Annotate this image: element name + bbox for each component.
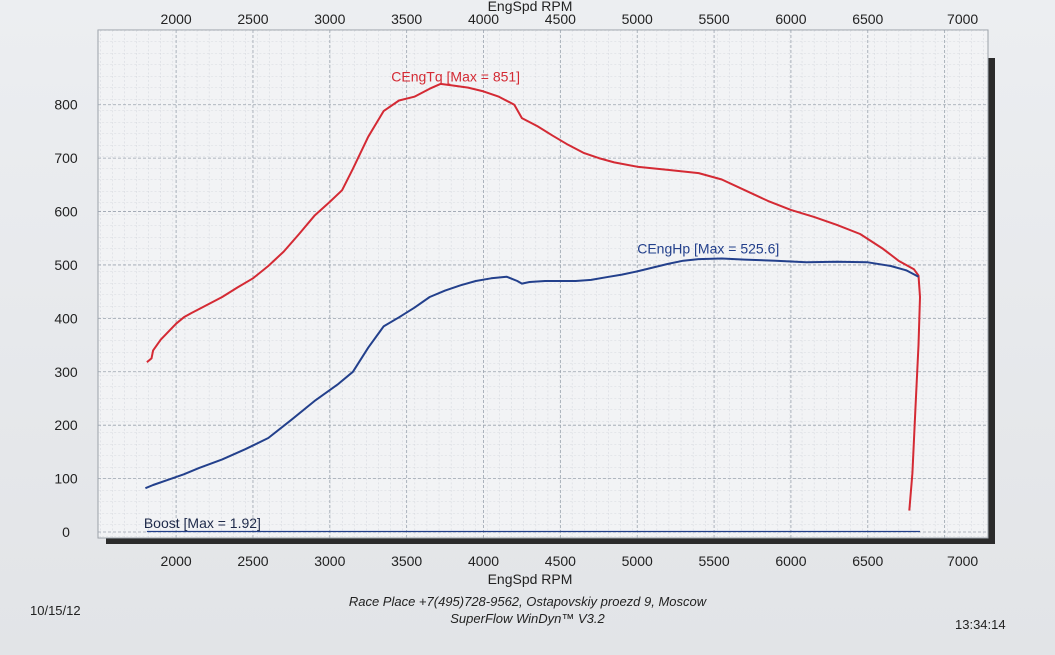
y-tick-label: 700 xyxy=(54,150,78,166)
y-tick-label: 0 xyxy=(62,524,70,540)
x-tick-label-bottom: 4500 xyxy=(545,553,576,569)
y-tick-label: 400 xyxy=(54,310,78,326)
x-tick-label-bottom: 6000 xyxy=(775,553,806,569)
x-tick-label-top: 4000 xyxy=(468,11,499,27)
x-tick-label-bottom: 3000 xyxy=(314,553,345,569)
x-tick-label-top: 4500 xyxy=(545,11,576,27)
x-tick-label-top: 6500 xyxy=(852,11,883,27)
footer-shop-info: Race Place +7(495)728-9562, Ostapovskiy … xyxy=(348,594,707,609)
x-axis-title-bottom: EngSpd RPM xyxy=(488,571,573,587)
x-tick-label-bottom: 7000 xyxy=(947,553,978,569)
footer-software: SuperFlow WinDyn™ V3.2 xyxy=(450,611,605,626)
x-tick-label-top: 7000 xyxy=(947,11,978,27)
hp-curve xyxy=(145,257,919,490)
y-tick-label: 800 xyxy=(54,97,78,113)
x-axis-title-top: EngSpd RPM xyxy=(488,0,573,14)
minor-grid xyxy=(98,30,988,538)
y-tick-label: 500 xyxy=(54,257,78,273)
major-grid xyxy=(98,30,988,538)
torque-curve xyxy=(146,82,921,511)
x-tick-label-top: 5000 xyxy=(622,11,653,27)
x-tick-label-bottom: 5000 xyxy=(622,553,653,569)
x-tick-label-top: 2500 xyxy=(237,11,268,27)
x-tick-label-bottom: 5500 xyxy=(698,553,729,569)
torque-series-label: CEngTq [Max = 851] xyxy=(391,68,520,84)
x-tick-label-bottom: 3500 xyxy=(391,553,422,569)
x-tick-label-bottom: 2500 xyxy=(237,553,268,569)
y-tick-label: 600 xyxy=(54,204,78,220)
boost-series-label: Boost [Max = 1.92] xyxy=(144,515,261,531)
x-tick-label-bottom: 4000 xyxy=(468,553,499,569)
y-tick-label: 100 xyxy=(54,471,78,487)
y-tick-labels: 0 100 200 300 400 500 600 700 800 xyxy=(54,97,78,540)
hp-series-label: CEngHp [Max = 525.6] xyxy=(637,240,779,256)
x-tick-label-top: 3500 xyxy=(391,11,422,27)
x-tick-label-bottom: 2000 xyxy=(161,553,192,569)
x-tick-label-top: 2000 xyxy=(161,11,192,27)
y-tick-label: 300 xyxy=(54,364,78,380)
x-tick-label-bottom: 6500 xyxy=(852,553,883,569)
series-lines xyxy=(145,82,921,533)
x-tick-labels-bottom: 2000 2500 3000 3500 4000 4500 5000 5500 6000 6500… xyxy=(161,553,979,569)
footer-time: 13:34:14 xyxy=(955,617,1006,632)
x-tick-label-top: 5500 xyxy=(698,11,729,27)
y-tick-label: 200 xyxy=(54,417,78,433)
x-tick-label-top: 6000 xyxy=(775,11,806,27)
footer-date: 10/15/12 xyxy=(30,603,81,618)
x-tick-label-top: 3000 xyxy=(314,11,345,27)
x-tick-labels-top: 2000 2500 3000 3500 4000 4500 5000 5500 6000 6500… xyxy=(161,11,979,27)
